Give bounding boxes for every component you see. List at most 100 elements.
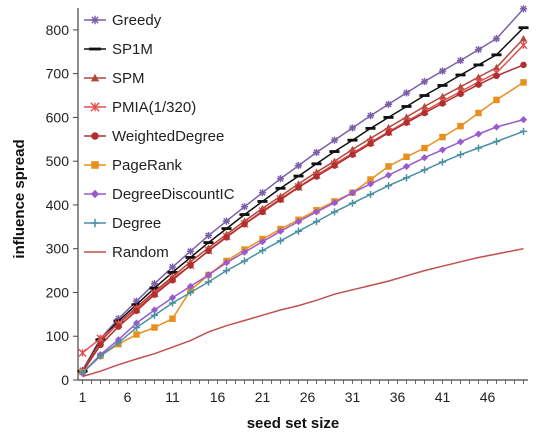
data-point: [520, 61, 527, 69]
series-degree: [78, 127, 528, 377]
data-point: [151, 291, 158, 298]
data-point: [474, 144, 483, 152]
x-tick-label: 46: [480, 389, 496, 405]
data-point: [277, 196, 284, 203]
data-point: [222, 217, 231, 225]
data-point: [151, 324, 158, 331]
data-point: [205, 247, 212, 255]
data-point: [78, 369, 87, 377]
legend-item: WeightedDegree: [84, 128, 224, 145]
data-point: [258, 189, 267, 197]
data-point: [473, 63, 484, 67]
data-point: [90, 73, 100, 82]
data-point: [169, 315, 176, 322]
legend-label: Degree: [112, 215, 161, 232]
series-layer: [77, 5, 529, 378]
data-point: [419, 94, 430, 97]
data-point: [438, 92, 447, 100]
y-tick-label: 100: [46, 328, 70, 344]
legend-label: SP1M: [112, 41, 153, 58]
data-point: [420, 166, 429, 174]
x-axis-title: seed set size: [247, 415, 340, 432]
data-point: [185, 256, 196, 259]
data-point: [223, 234, 230, 241]
data-point: [257, 200, 268, 203]
data-point: [168, 294, 177, 302]
data-point: [330, 199, 339, 207]
data-point: [132, 297, 141, 305]
data-point: [91, 132, 99, 140]
data-point: [492, 63, 501, 71]
data-point: [475, 81, 482, 88]
data-point: [91, 161, 99, 169]
y-tick-label: 200: [46, 284, 70, 300]
data-point: [520, 79, 527, 86]
y-tick-label: 0: [61, 372, 69, 388]
legend-label: Random: [112, 244, 169, 261]
data-point: [276, 227, 285, 235]
data-point: [150, 280, 159, 288]
data-point: [420, 77, 429, 86]
data-point: [383, 116, 394, 119]
data-point: [348, 189, 357, 197]
legend-item: SP1M: [84, 41, 153, 58]
data-point: [239, 213, 250, 216]
data-point: [222, 266, 231, 275]
data-point: [457, 90, 464, 98]
data-point: [492, 137, 501, 146]
x-tick-label: 31: [345, 389, 361, 405]
x-tick-label: 41: [435, 389, 451, 405]
data-point: [493, 96, 500, 104]
data-point: [456, 151, 465, 159]
data-point: [312, 148, 321, 157]
data-point: [313, 173, 320, 180]
data-point: [133, 331, 140, 338]
y-tick-label: 700: [46, 66, 70, 82]
y-tick-label: 300: [46, 241, 70, 257]
data-point: [114, 339, 123, 347]
legend-label: WeightedDegree: [112, 128, 224, 145]
data-point: [132, 319, 141, 327]
x-tick-label: 21: [255, 389, 271, 405]
x-tick-label: 6: [124, 389, 132, 405]
data-point: [439, 133, 446, 141]
legend-label: PageRank: [112, 157, 183, 174]
data-point: [402, 174, 411, 182]
data-point: [366, 180, 375, 188]
legend-item: PMIA(1/320): [84, 99, 196, 116]
legend-item: Degree: [84, 215, 161, 232]
data-point: [222, 259, 231, 267]
legend-label: SPM: [112, 70, 145, 87]
series-spm: [78, 35, 528, 375]
data-point: [456, 56, 465, 65]
data-point: [402, 89, 411, 97]
data-point: [240, 248, 249, 256]
data-point: [133, 307, 140, 315]
data-point: [384, 100, 393, 108]
data-point: [519, 127, 528, 136]
data-point: [349, 151, 356, 158]
y-tick-label: 400: [46, 197, 70, 213]
data-point: [329, 150, 340, 153]
data-point: [187, 262, 194, 269]
data-point: [186, 282, 195, 290]
data-point: [438, 158, 447, 166]
data-point: [474, 45, 483, 54]
data-point: [439, 100, 446, 107]
data-point: [96, 334, 105, 343]
y-tick-label: 500: [46, 153, 70, 169]
data-point: [204, 278, 213, 286]
data-point: [241, 220, 248, 228]
data-point: [96, 352, 105, 360]
data-point: [115, 323, 122, 330]
series-greedy: [78, 5, 528, 374]
data-point: [438, 67, 447, 75]
data-point: [518, 26, 529, 30]
data-point: [312, 217, 321, 226]
series-random: [82, 247, 524, 378]
legend-label: Greedy: [112, 12, 162, 29]
data-point: [492, 35, 501, 43]
data-point: [78, 348, 87, 357]
data-point: [421, 144, 428, 152]
